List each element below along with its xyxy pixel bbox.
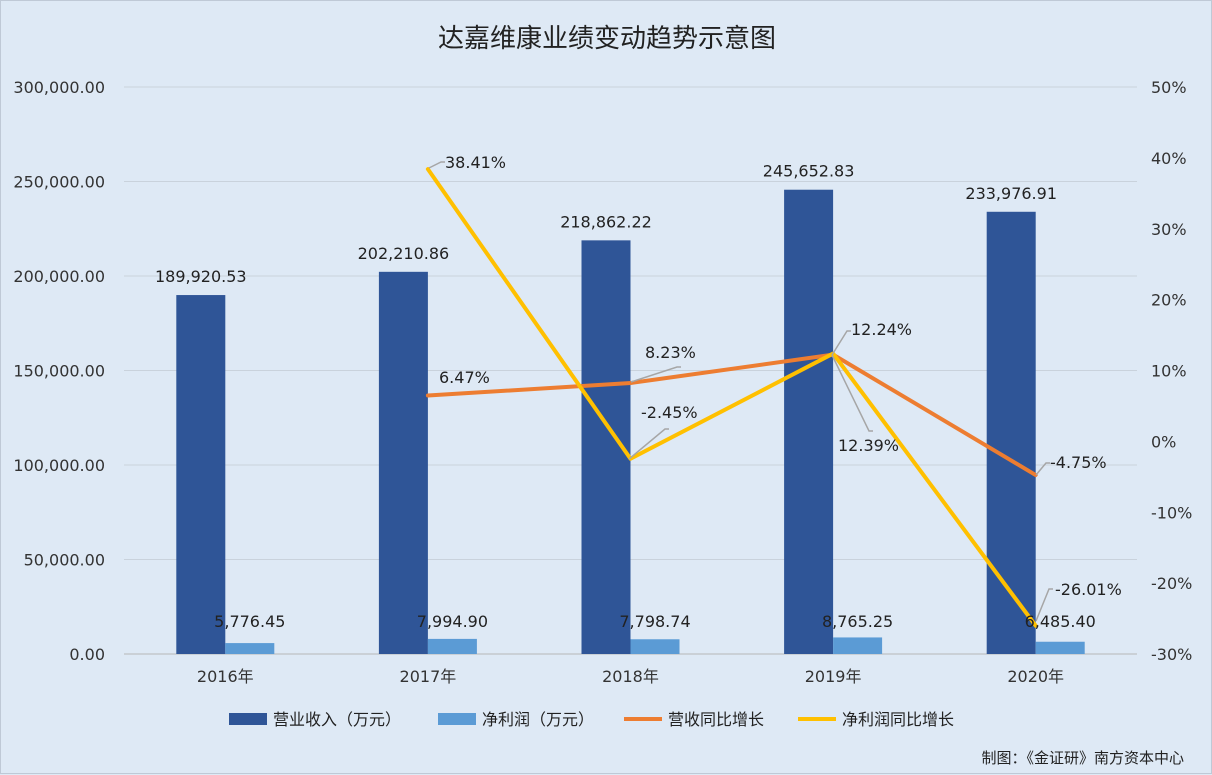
x-tick-label: 2020年 <box>1007 667 1064 686</box>
data-label: 233,976.91 <box>965 184 1057 203</box>
bar <box>833 637 883 654</box>
leader-line <box>428 161 445 169</box>
x-tick-label: 2016年 <box>197 667 254 686</box>
left-axis: 0.00 50,000.00 100,000.00 150,000.00 200,000… <box>13 78 105 664</box>
data-label: 6.47% <box>439 368 490 387</box>
data-label: 245,652.83 <box>763 162 855 181</box>
bar <box>1035 641 1085 654</box>
legend-label: 营收同比增长 <box>668 710 764 729</box>
data-label: 12.39% <box>838 436 899 455</box>
left-tick-label: 300,000.00 <box>13 78 105 97</box>
legend: 营业收入（万元） 净利润（万元） 营收同比增长 净利润同比增长 <box>229 710 954 729</box>
right-axis: -30% -20% -10% 0% 10% 20% 30% 40% 50% <box>1151 78 1192 664</box>
legend-label: 净利润同比增长 <box>842 710 954 729</box>
credit-text: 制图：《金证研》南方资本中心 <box>981 749 1184 767</box>
series-line <box>425 167 1038 628</box>
series-line <box>425 352 1038 478</box>
legend-label: 净利润（万元） <box>482 710 594 729</box>
leader-line <box>630 366 681 383</box>
data-label: -2.45% <box>641 403 698 422</box>
x-tick-label: 2017年 <box>400 667 457 686</box>
data-label: 5,776.45 <box>214 612 285 631</box>
left-tick-label: 100,000.00 <box>13 456 105 475</box>
leader-line <box>1035 462 1050 476</box>
bar <box>630 639 680 654</box>
bar <box>176 295 226 654</box>
left-tick-label: 0.00 <box>69 645 105 664</box>
data-label: 202,210.86 <box>358 244 450 263</box>
data-label: 12.24% <box>851 320 912 339</box>
data-label: 6,485.40 <box>1025 612 1096 631</box>
right-tick-label: -20% <box>1151 574 1192 593</box>
data-label: -4.75% <box>1050 453 1107 472</box>
x-tick-label: 2018年 <box>602 667 659 686</box>
x-tick-label: 2019年 <box>805 667 862 686</box>
legend-swatch <box>229 713 267 725</box>
data-labels: 189,920.53 202,210.86 218,862.22 245,652.83… <box>155 153 1122 631</box>
chart-title: 达嘉维康业绩变动趋势示意图 <box>438 24 776 54</box>
legend-swatch <box>438 713 476 725</box>
data-label: 218,862.22 <box>560 212 652 231</box>
line-series <box>425 167 1038 628</box>
bar <box>986 211 1036 655</box>
right-tick-label: -10% <box>1151 503 1192 522</box>
data-label: 7,994.90 <box>417 612 488 631</box>
bar <box>378 271 428 654</box>
data-label: 8.23% <box>645 343 696 362</box>
data-label: 189,920.53 <box>155 267 247 286</box>
bar <box>427 638 477 654</box>
right-tick-label: 0% <box>1151 432 1176 451</box>
right-tick-label: -30% <box>1151 645 1192 664</box>
bar <box>225 643 275 654</box>
left-tick-label: 250,000.00 <box>13 173 105 192</box>
leader-line <box>1035 588 1053 622</box>
right-tick-label: 20% <box>1151 291 1187 310</box>
right-tick-label: 50% <box>1151 78 1187 97</box>
data-label: 38.41% <box>445 153 506 172</box>
left-tick-label: 50,000.00 <box>24 551 105 570</box>
right-tick-label: 30% <box>1151 220 1187 239</box>
bar-series <box>176 189 1085 655</box>
bar <box>784 189 834 654</box>
left-tick-label: 150,000.00 <box>13 362 105 381</box>
data-label: -26.01% <box>1055 580 1122 599</box>
leader-line <box>831 354 873 432</box>
x-axis: 2016年 2017年 2018年 2019年 2020年 <box>197 667 1064 686</box>
data-label: 7,798.74 <box>619 612 690 631</box>
leader-line <box>831 330 851 356</box>
right-tick-label: 40% <box>1151 149 1187 168</box>
data-label: 8,765.25 <box>822 612 893 631</box>
left-tick-label: 200,000.00 <box>13 267 105 286</box>
legend-label: 营业收入（万元） <box>273 710 401 729</box>
right-tick-label: 10% <box>1151 362 1187 381</box>
leader-line <box>628 428 669 460</box>
